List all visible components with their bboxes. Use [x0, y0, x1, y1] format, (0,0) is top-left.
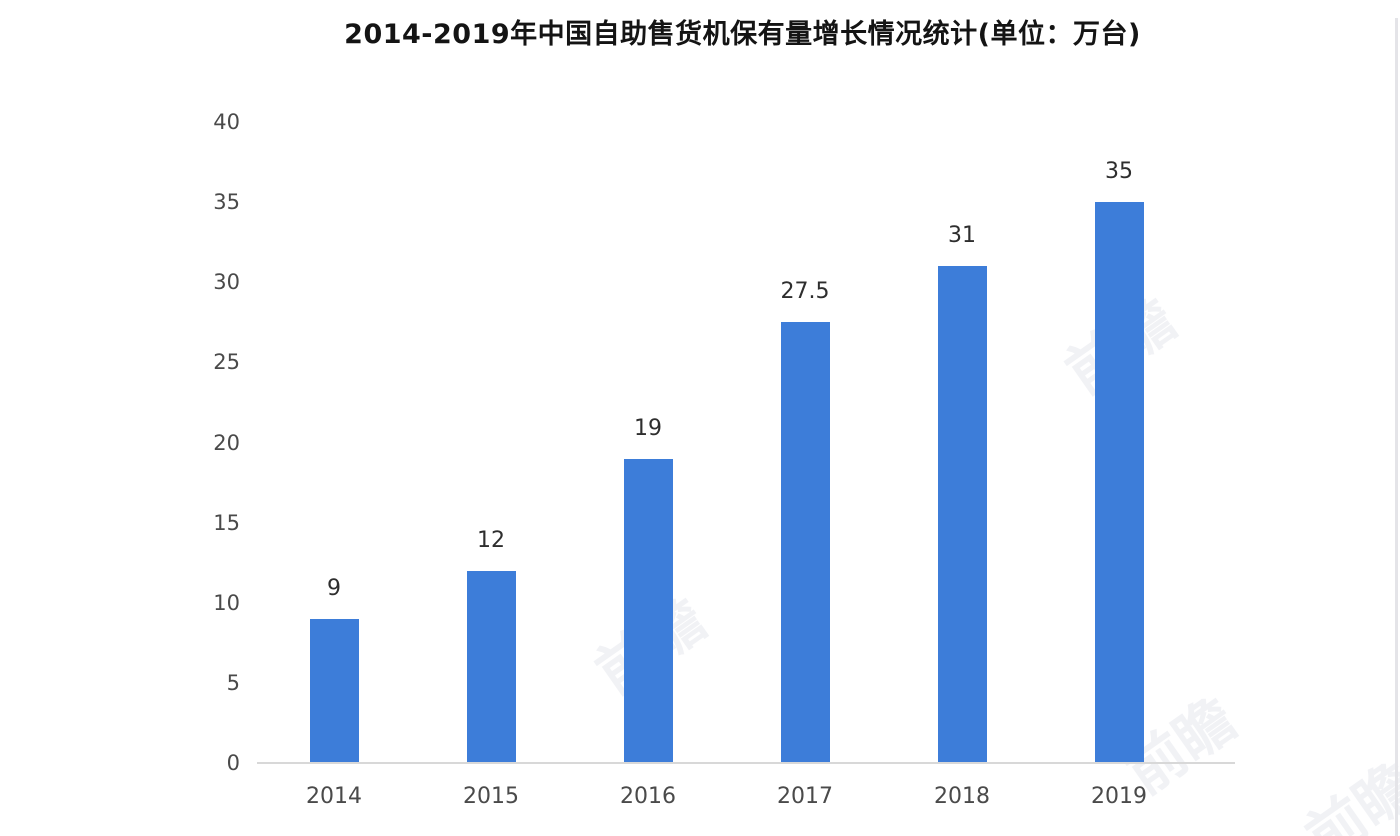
- x-tick-label-2017: 2017: [777, 784, 833, 809]
- bar-2015: [466, 570, 516, 763]
- x-tick-label-2019: 2019: [1091, 784, 1147, 809]
- y-tick-label: 40: [213, 110, 240, 134]
- x-tick-label-2018: 2018: [934, 784, 990, 809]
- y-tick-label: 0: [226, 751, 240, 775]
- bar-2014: [309, 618, 359, 763]
- y-tick-label: 10: [213, 590, 240, 615]
- value-label-2017: 27.5: [780, 279, 830, 305]
- x-tick-label-2016: 2016: [620, 784, 676, 809]
- x-tick-label-2014: 2014: [306, 784, 362, 809]
- x-axis-line: [257, 762, 1235, 764]
- y-tick-label: 35: [213, 190, 240, 215]
- bar-2017: [780, 322, 830, 763]
- bar-2019: [1094, 202, 1144, 763]
- value-label-2019: 35: [1105, 159, 1133, 185]
- y-tick-label: 15: [213, 510, 240, 535]
- bar-2016: [623, 458, 673, 763]
- x-tick-label-2015: 2015: [463, 784, 519, 809]
- value-label-2014: 9: [327, 575, 341, 601]
- y-tick-label: 25: [213, 350, 240, 375]
- y-tick-label: 20: [213, 430, 240, 455]
- y-tick-label: 5: [226, 670, 240, 695]
- bar-2018: [937, 266, 987, 763]
- chart-title: 2014-2019年中国自助售货机保有量增长情况统计(单位：万台): [344, 19, 1141, 50]
- y-tick-label: 30: [213, 270, 240, 295]
- value-label-2015: 12: [477, 527, 505, 553]
- watermark-text: 前瞻: [1293, 749, 1400, 836]
- right-edge-line: [1395, 18, 1398, 836]
- value-label-2018: 31: [948, 223, 976, 249]
- value-label-2016: 19: [634, 415, 662, 441]
